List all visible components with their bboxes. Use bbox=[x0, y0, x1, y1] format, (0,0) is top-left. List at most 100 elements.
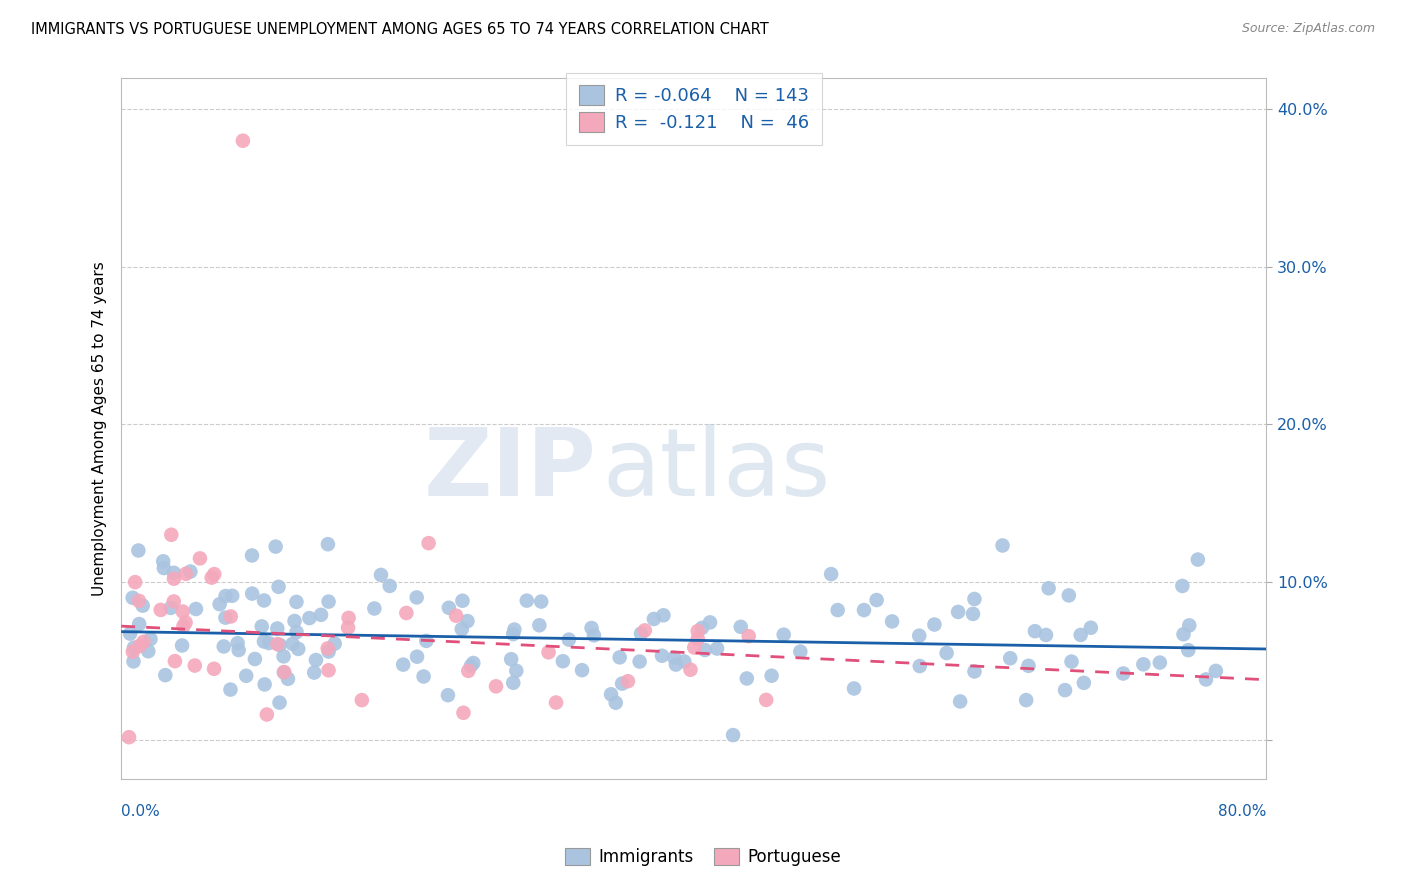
Point bbox=[1060, 655, 1083, 669]
Point bbox=[551, 654, 574, 668]
Point bbox=[118, 730, 141, 744]
Point bbox=[693, 643, 716, 657]
Point bbox=[1038, 581, 1060, 595]
Point bbox=[865, 593, 887, 607]
Point bbox=[132, 635, 155, 649]
Point bbox=[128, 617, 150, 632]
Point bbox=[136, 644, 159, 658]
Point bbox=[337, 611, 360, 625]
Point bbox=[610, 676, 633, 690]
Point bbox=[721, 728, 744, 742]
Point bbox=[378, 579, 401, 593]
Point bbox=[124, 575, 146, 590]
Legend: Immigrants, Portuguese: Immigrants, Portuguese bbox=[558, 841, 848, 873]
Point bbox=[122, 654, 145, 668]
Point bbox=[283, 614, 305, 628]
Point bbox=[600, 687, 623, 701]
Point bbox=[437, 688, 460, 702]
Text: 0.0%: 0.0% bbox=[121, 804, 160, 819]
Point bbox=[820, 567, 842, 582]
Point bbox=[253, 634, 276, 648]
Point bbox=[392, 657, 415, 672]
Point bbox=[730, 620, 752, 634]
Point bbox=[582, 628, 605, 642]
Point bbox=[221, 589, 243, 603]
Point bbox=[285, 595, 308, 609]
Point bbox=[323, 637, 346, 651]
Point bbox=[962, 607, 984, 621]
Point bbox=[201, 571, 224, 585]
Point bbox=[273, 665, 295, 680]
Point bbox=[735, 672, 758, 686]
Point bbox=[664, 650, 686, 665]
Text: ZIP: ZIP bbox=[423, 425, 596, 516]
Point bbox=[451, 593, 474, 607]
Point bbox=[350, 693, 373, 707]
Point bbox=[1178, 618, 1201, 632]
Point bbox=[485, 679, 508, 693]
Point bbox=[212, 640, 235, 654]
Point bbox=[908, 659, 931, 673]
Text: IMMIGRANTS VS PORTUGUESE UNEMPLOYMENT AMONG AGES 65 TO 74 YEARS CORRELATION CHAR: IMMIGRANTS VS PORTUGUESE UNEMPLOYMENT AM… bbox=[31, 22, 769, 37]
Point bbox=[949, 694, 972, 708]
Point bbox=[160, 600, 183, 615]
Point bbox=[651, 648, 673, 663]
Point bbox=[163, 572, 186, 586]
Point bbox=[240, 586, 263, 600]
Point bbox=[880, 615, 903, 629]
Point bbox=[253, 677, 276, 691]
Point bbox=[269, 696, 291, 710]
Point bbox=[121, 645, 143, 659]
Point bbox=[453, 706, 475, 720]
Point bbox=[963, 592, 986, 607]
Point bbox=[544, 696, 567, 710]
Point bbox=[149, 603, 172, 617]
Point bbox=[706, 641, 728, 656]
Point bbox=[516, 593, 538, 607]
Point bbox=[406, 649, 429, 664]
Point bbox=[1057, 589, 1080, 603]
Point bbox=[172, 639, 194, 653]
Point bbox=[281, 637, 304, 651]
Y-axis label: Unemployment Among Ages 65 to 74 years: Unemployment Among Ages 65 to 74 years bbox=[93, 261, 107, 596]
Point bbox=[395, 606, 418, 620]
Point bbox=[174, 566, 197, 581]
Point bbox=[139, 632, 162, 646]
Point bbox=[634, 624, 657, 638]
Point bbox=[219, 682, 242, 697]
Point bbox=[665, 657, 688, 672]
Point bbox=[503, 623, 526, 637]
Point bbox=[924, 617, 946, 632]
Point bbox=[305, 653, 328, 667]
Point bbox=[266, 637, 288, 651]
Point bbox=[755, 693, 778, 707]
Point bbox=[240, 549, 263, 563]
Point bbox=[571, 663, 593, 677]
Point bbox=[243, 652, 266, 666]
Point bbox=[652, 608, 675, 623]
Text: 80.0%: 80.0% bbox=[1218, 804, 1267, 819]
Point bbox=[460, 658, 482, 673]
Point bbox=[1112, 666, 1135, 681]
Point bbox=[686, 624, 709, 638]
Point bbox=[287, 641, 309, 656]
Point bbox=[155, 668, 177, 682]
Point bbox=[298, 611, 321, 625]
Point bbox=[235, 669, 257, 683]
Point bbox=[267, 580, 290, 594]
Point bbox=[415, 633, 437, 648]
Point bbox=[184, 658, 207, 673]
Point bbox=[266, 622, 288, 636]
Point bbox=[772, 628, 794, 642]
Point bbox=[537, 645, 560, 659]
Point bbox=[908, 629, 931, 643]
Point bbox=[370, 568, 392, 582]
Point bbox=[558, 632, 581, 647]
Point bbox=[1080, 621, 1102, 635]
Point bbox=[127, 543, 149, 558]
Point bbox=[946, 605, 969, 619]
Point bbox=[253, 593, 276, 607]
Point bbox=[160, 527, 183, 541]
Point bbox=[172, 605, 194, 619]
Point bbox=[609, 650, 631, 665]
